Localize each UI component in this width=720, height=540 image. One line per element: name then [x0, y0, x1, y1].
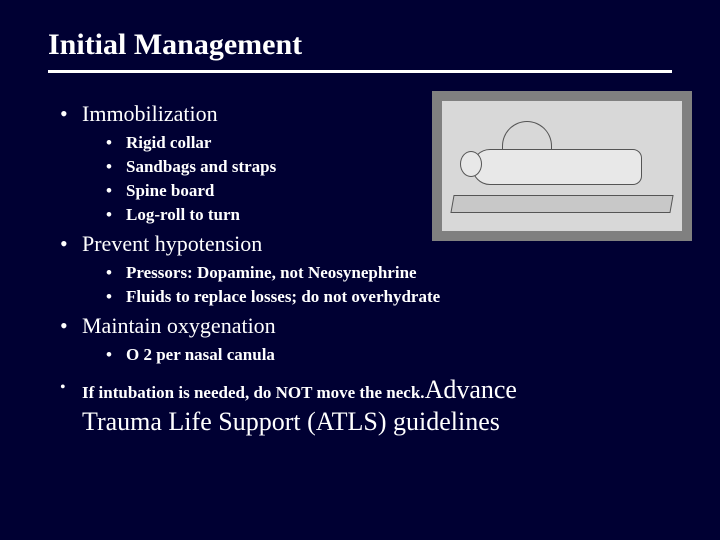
bullet-icon: •	[60, 379, 66, 397]
section-label: Prevent hypotension	[82, 231, 262, 256]
list-item: Spine board	[106, 181, 672, 201]
slide-title: Initial Management	[48, 28, 672, 62]
content-area: Immobilization Rigid collar Sandbags and…	[48, 101, 672, 437]
section-heading: Prevent hypotension Pressors: Dopamine, …	[60, 231, 672, 307]
bullet-list-lvl1: Immobilization Rigid collar Sandbags and…	[48, 101, 672, 365]
title-divider	[48, 70, 672, 73]
bullet-list-lvl2: Rigid collar Sandbags and straps Spine b…	[82, 133, 672, 225]
section-label: Immobilization	[82, 101, 218, 126]
list-item: Pressors: Dopamine, not Neosynephrine	[106, 263, 672, 283]
list-item: Fluids to replace losses; do not overhyd…	[106, 287, 672, 307]
list-item: Sandbags and straps	[106, 157, 672, 177]
bullet-list-lvl2: Pressors: Dopamine, not Neosynephrine Fl…	[82, 263, 672, 307]
list-item: Log-roll to turn	[106, 205, 672, 225]
final-lead: If intubation is needed, do NOT move the…	[60, 383, 425, 402]
list-item: O 2 per nasal canula	[106, 345, 672, 365]
section-heading: Maintain oxygenation O 2 per nasal canul…	[60, 313, 672, 365]
list-item: Rigid collar	[106, 133, 672, 153]
section-heading: Immobilization Rigid collar Sandbags and…	[60, 101, 672, 225]
final-section: • If intubation is needed, do NOT move t…	[48, 375, 672, 437]
section-label: Maintain oxygenation	[82, 313, 276, 338]
final-big2: Trauma Life Support (ATLS) guidelines	[60, 407, 672, 437]
final-big1: Advance	[425, 375, 517, 404]
bullet-list-lvl2: O 2 per nasal canula	[82, 345, 672, 365]
